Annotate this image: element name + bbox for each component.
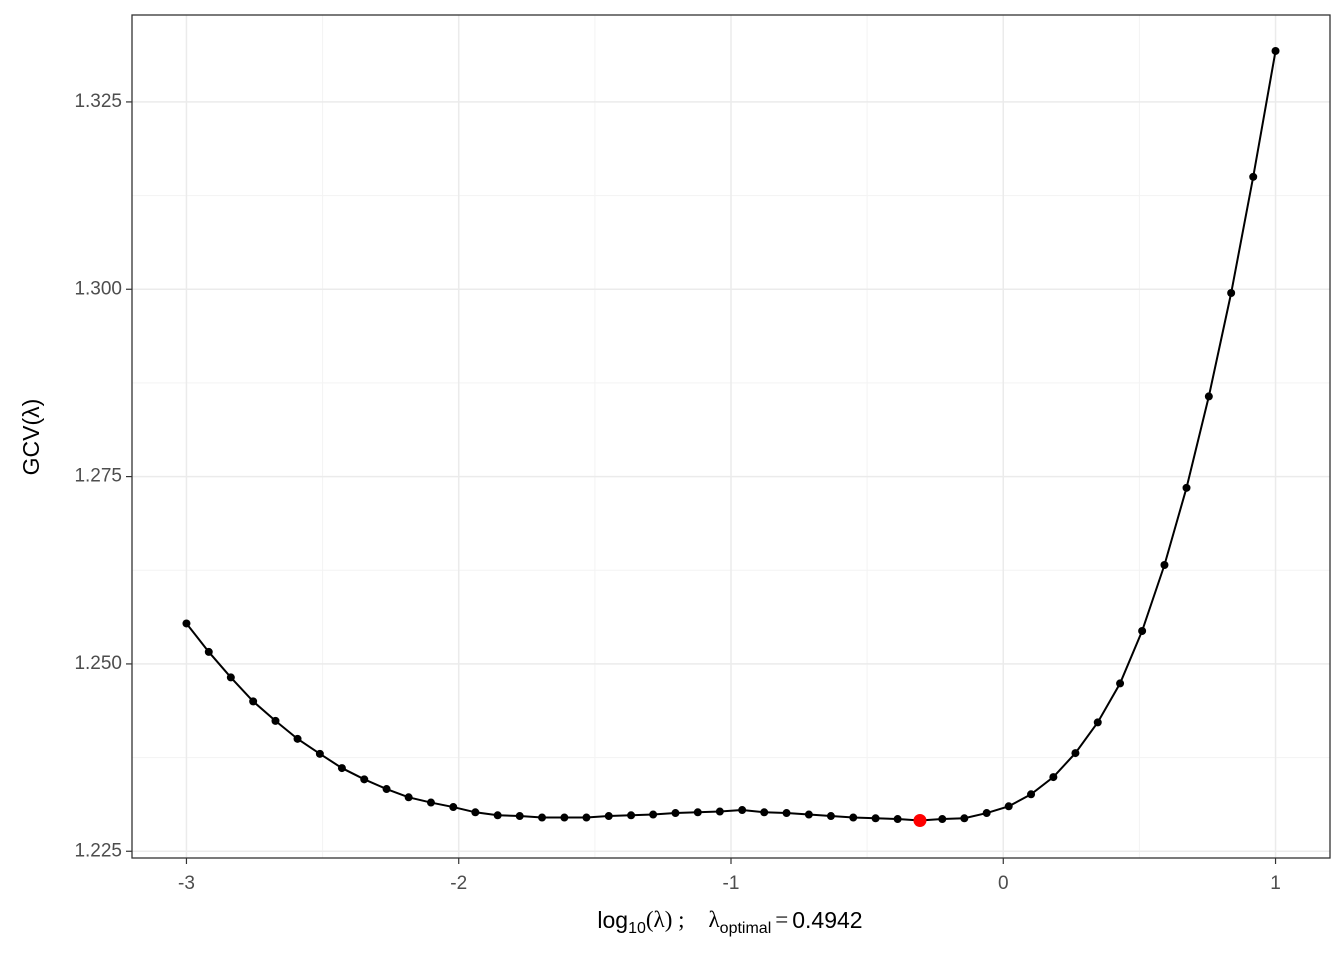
x-title-part: (λ) ; — [646, 907, 685, 932]
data-point — [1093, 718, 1102, 727]
data-point — [249, 697, 258, 706]
y-tick-label: 1.225 — [74, 840, 122, 861]
data-point — [1271, 46, 1280, 55]
x-title-sub: optimal — [720, 920, 772, 937]
data-point — [471, 808, 480, 817]
data-point — [627, 811, 636, 820]
data-point — [382, 785, 391, 794]
data-point — [715, 807, 724, 816]
panel-border — [131, 14, 1331, 859]
data-point — [293, 734, 302, 743]
data-point — [693, 808, 702, 817]
data-point — [493, 811, 502, 820]
data-point — [1004, 802, 1013, 811]
data-point — [893, 815, 902, 824]
data-point — [538, 813, 547, 822]
x-tick-label: -1 — [723, 873, 740, 894]
data-point — [960, 814, 969, 823]
data-point — [337, 764, 346, 773]
data-point — [1160, 561, 1169, 570]
x-tick-label: -2 — [450, 873, 467, 894]
data-point — [360, 775, 369, 784]
x-tick-label: 1 — [1270, 873, 1281, 894]
data-point — [1227, 289, 1236, 298]
data-point — [204, 647, 213, 656]
x-title-part: λ — [709, 907, 721, 932]
data-point — [560, 813, 569, 822]
data-point — [515, 812, 524, 821]
x-title-sub: 10 — [628, 920, 646, 937]
data-point — [1204, 392, 1213, 401]
data-line — [185, 50, 1277, 822]
data-point — [982, 809, 991, 818]
data-point — [671, 809, 680, 818]
data-point — [1138, 626, 1147, 635]
optimal-point — [913, 814, 927, 828]
data-point — [226, 673, 235, 682]
data-point — [582, 813, 591, 822]
data-point — [404, 793, 413, 802]
data-point — [782, 809, 791, 818]
y-tick-label: 1.300 — [74, 278, 122, 299]
data-point — [1027, 790, 1036, 799]
data-point — [315, 749, 324, 758]
data-point — [604, 812, 613, 821]
x-title-part: log — [597, 907, 628, 933]
y-axis-title: GCV(λ) — [18, 399, 44, 476]
y-tick-label: 1.250 — [74, 653, 122, 674]
data-point — [649, 810, 658, 819]
data-point — [1049, 773, 1058, 782]
y-tick-label: 1.325 — [74, 91, 122, 112]
data-point — [760, 808, 769, 817]
x-tick-label: 0 — [998, 873, 1009, 894]
data-point — [449, 803, 458, 812]
data-point — [1071, 749, 1080, 758]
data-point — [738, 806, 747, 815]
x-title-part: = — [775, 907, 788, 932]
data-point — [804, 810, 813, 819]
data-point — [1116, 679, 1125, 688]
data-point — [938, 815, 947, 824]
x-title-part: 0.4942 — [792, 907, 862, 933]
x-tick-label: -3 — [178, 873, 195, 894]
data-point — [849, 813, 858, 822]
x-axis-title: log10(λ) ; λoptimal = 0.4942 — [597, 907, 862, 937]
data-point — [826, 812, 835, 821]
data-point — [182, 619, 191, 628]
data-point — [1249, 172, 1258, 181]
data-point — [871, 814, 880, 823]
data-point — [271, 716, 280, 725]
data-point — [426, 798, 435, 807]
y-tick-label: 1.275 — [74, 466, 122, 487]
data-point — [1182, 483, 1191, 492]
